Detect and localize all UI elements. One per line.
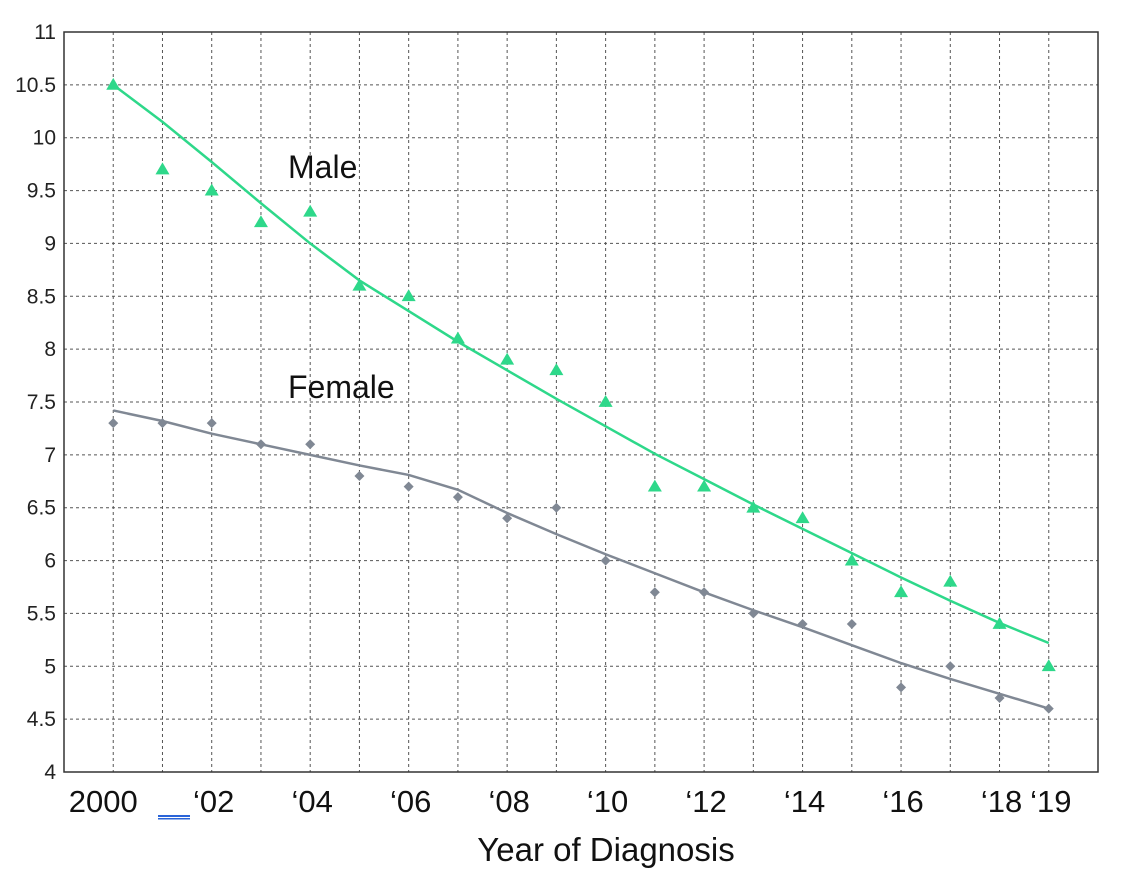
female-data-point (452, 492, 463, 503)
female-data-point (797, 619, 808, 629)
male-trend-line (112, 83, 1050, 645)
y-tick-label: 8 (44, 338, 56, 361)
female-series-label: Female (288, 369, 395, 405)
male-data-point (647, 479, 662, 492)
x-tick-label: 2000 (69, 784, 138, 819)
female-data-point (305, 439, 316, 450)
female-data-point (649, 587, 660, 598)
x-axis-title: Year of Diagnosis (477, 831, 734, 868)
y-tick-label: 7.5 (27, 391, 56, 414)
male-data-point (549, 363, 564, 376)
male-data-point (598, 395, 613, 407)
grid-layer (64, 31, 1098, 773)
x-axis-ticks: 2000 ‘02 ‘04 ‘06 ‘08 ‘10 ‘12 ‘14 ‘16 ‘18 ‘19 (69, 784, 1072, 819)
male-data-point (500, 352, 515, 365)
male-data-point (844, 553, 859, 566)
series-labels: Male Female (288, 149, 395, 405)
female-data-point (108, 418, 119, 429)
y-tick-label: 9 (44, 232, 56, 255)
y-tick-label: 11 (34, 21, 56, 44)
male-series-label: Male (288, 149, 357, 185)
plot-frame (63, 31, 1099, 773)
male-data-point (992, 617, 1007, 629)
y-tick-label: 6.5 (27, 497, 56, 520)
female-data-point (994, 693, 1005, 703)
x-tick-label: ‘04 (292, 784, 333, 819)
y-tick-label: 4.5 (27, 708, 56, 731)
female-data-point (748, 608, 759, 619)
male-data-point (943, 574, 958, 587)
male-data-point (106, 77, 121, 90)
male-data-point (303, 204, 318, 217)
female-data-point (502, 513, 513, 524)
male-data-point (1041, 659, 1056, 672)
female-trend-line (112, 409, 1050, 710)
x-tick-label: ‘02 (193, 784, 234, 819)
female-data-point (896, 682, 907, 693)
link-underline-mark-2 (158, 818, 190, 820)
y-tick-label: 8.5 (27, 285, 56, 308)
x-tick-label: ‘06 (390, 784, 431, 819)
y-tick-label: 7 (44, 444, 56, 467)
female-data-point (354, 471, 365, 481)
male-data-point (352, 278, 367, 291)
x-tick-label: ‘12 (685, 784, 726, 819)
y-tick-label: 6 (44, 550, 56, 573)
y-tick-label: 10.5 (15, 74, 56, 97)
female-data-point (945, 661, 956, 672)
male-data-point (204, 183, 219, 196)
female-data-point (551, 502, 562, 513)
x-tick-label: ‘10 (587, 784, 628, 819)
x-tick-label: ‘16 (882, 784, 923, 819)
female-data-point (157, 418, 168, 429)
x-tick-label: ‘08 (488, 784, 529, 819)
female-data-point (403, 481, 414, 492)
female-data-point (255, 439, 266, 450)
male-data-point (894, 585, 909, 598)
female-data-point (600, 555, 611, 566)
trend-lines (112, 83, 1050, 710)
male-data-point (795, 511, 810, 524)
female-data-point (699, 587, 710, 598)
y-tick-label: 9.5 (27, 180, 56, 203)
male-data-point (450, 331, 465, 344)
x-tick-label: ‘18 (981, 784, 1022, 819)
y-tick-label: 5.5 (27, 602, 56, 625)
male-data-point (401, 289, 416, 302)
y-tick-label: 5 (44, 655, 56, 678)
data-markers (106, 77, 1056, 714)
male-data-point (746, 500, 761, 513)
female-data-point (1043, 703, 1054, 714)
link-underline-mark (158, 815, 190, 817)
male-data-point (155, 162, 170, 175)
female-data-point (206, 418, 217, 429)
x-tick-label: ‘14 (784, 784, 825, 819)
y-axis-ticks: 4 4.5 5 5.5 6 6.5 7 7.5 8 8.5 9 9.5 10 10.5 11 (15, 21, 56, 784)
male-data-point (697, 479, 712, 492)
female-data-point (846, 619, 857, 629)
y-tick-label: 10 (33, 127, 56, 150)
x-tick-label: ‘19 (1030, 784, 1071, 819)
y-tick-label: 4 (44, 761, 56, 784)
male-data-point (253, 215, 268, 228)
